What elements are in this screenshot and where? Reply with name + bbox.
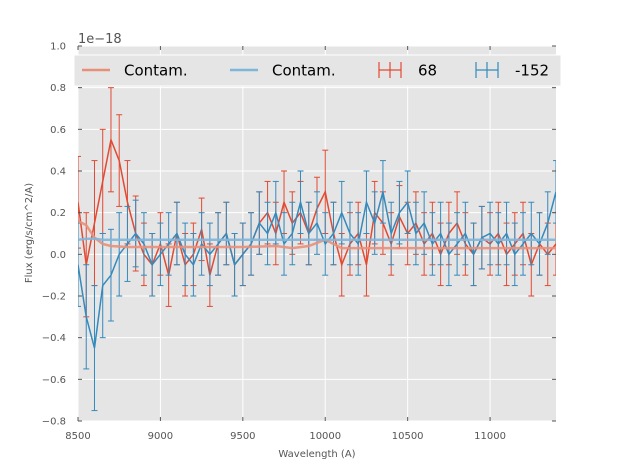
x-tick-label: 9500: [230, 431, 255, 442]
series-contam: [78, 237, 556, 241]
y-tick-label: −0.8: [42, 417, 66, 428]
legend: Contam. Contam. 68 -152: [73, 54, 562, 87]
contam-line: [78, 237, 556, 241]
y-tick-label: 0.8: [50, 83, 66, 94]
legend-entry: 68: [378, 62, 437, 80]
legend-label: 68: [418, 62, 437, 80]
x-axis-label: Wavelength (A): [278, 449, 355, 460]
y-tick-label: 1.0: [50, 42, 66, 53]
x-tick-label: 10500: [392, 431, 424, 442]
y-tick-label: −0.2: [42, 292, 66, 303]
y-tick-label: 0.6: [50, 125, 66, 136]
legend-label: -152: [515, 62, 549, 80]
y-tick-label: 0.2: [50, 208, 66, 219]
series-layer: [78, 87, 556, 412]
y-tick-label: 0.4: [50, 167, 66, 178]
y-axis-label: Flux (erg/s/cm^2/A): [24, 183, 35, 283]
y-tick-label: −0.4: [42, 333, 66, 344]
legend-entry: Contam.: [230, 62, 336, 80]
series-contam: [78, 219, 556, 250]
y-offset-label: 1e−18: [78, 32, 122, 47]
x-tick-label: 9000: [148, 431, 173, 442]
legend-label: Contam.: [272, 62, 336, 80]
x-tick-label: 11000: [474, 431, 506, 442]
legend-label: Contam.: [124, 62, 188, 80]
contam-line: [78, 219, 556, 250]
y-tick-label: 0.0: [50, 250, 66, 261]
x-tick-label: 10000: [309, 431, 341, 442]
legend-entry: -152: [475, 62, 549, 80]
axis-ticks: −0.8 −0.6 −0.4 −0.2 0.0 0.2 0.4 0.6 0.8 1.0 8500 90…: [42, 42, 556, 442]
x-tick-label: 8500: [65, 431, 90, 442]
legend-entry: Contam.: [82, 62, 188, 80]
y-tick-label: −0.6: [42, 375, 66, 386]
